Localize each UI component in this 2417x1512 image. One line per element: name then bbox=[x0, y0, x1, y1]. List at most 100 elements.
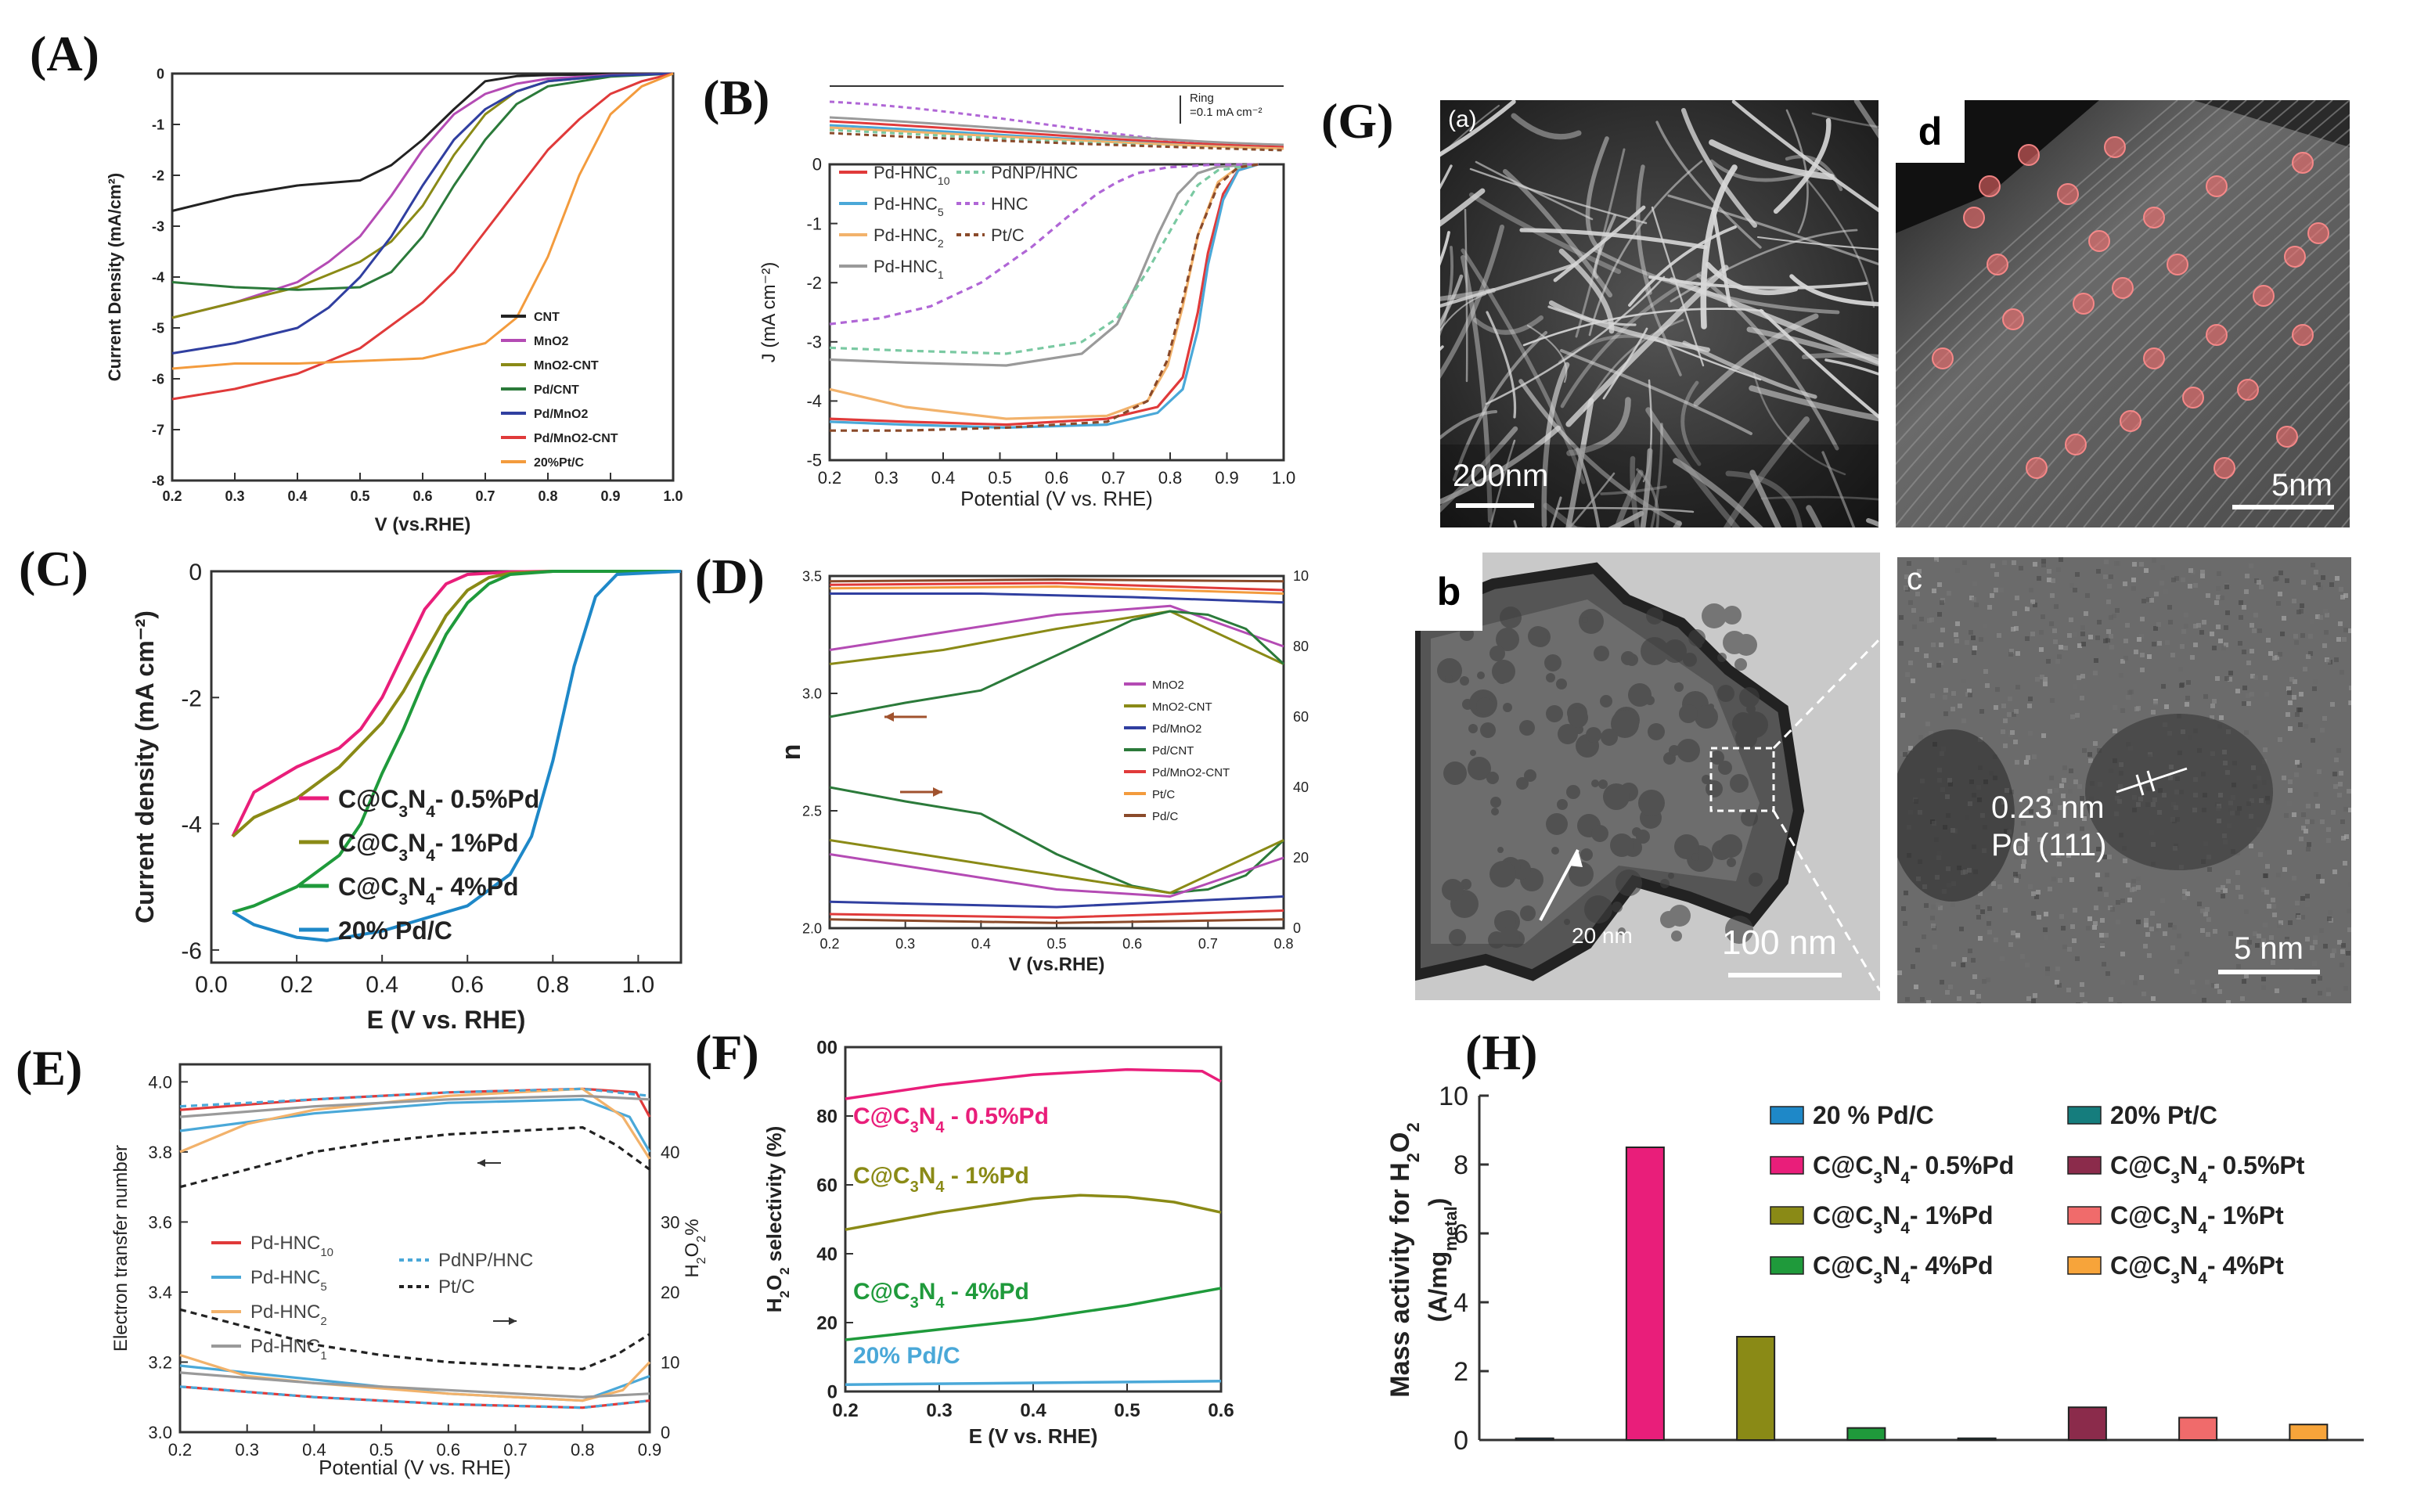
hrtem-noise bbox=[2061, 926, 2066, 931]
hrtem-noise bbox=[2028, 884, 2033, 889]
hrtem-noise bbox=[2102, 855, 2107, 859]
series-line-Pd-HNC1 bbox=[829, 163, 1259, 367]
fiber bbox=[1680, 107, 1758, 229]
x-tick-label: 0.8 bbox=[1273, 936, 1293, 952]
hrtem-noise bbox=[2326, 827, 2331, 832]
hrtem-noise bbox=[2206, 593, 2210, 598]
hrtem-noise bbox=[2340, 670, 2344, 675]
x-tick-label: 0.3 bbox=[225, 488, 244, 504]
y-tick-label: 0 bbox=[1453, 1426, 1468, 1456]
hrtem-noise bbox=[2080, 632, 2085, 636]
hrtem-noise bbox=[1969, 630, 1973, 635]
tem-grain bbox=[1718, 761, 1732, 775]
fiber bbox=[1452, 330, 1548, 482]
hrtem-noise bbox=[2080, 625, 2085, 630]
pd-atom-marker bbox=[2073, 293, 2095, 315]
hrtem-noise bbox=[2240, 996, 2245, 1001]
hrtem-noise bbox=[2242, 650, 2246, 654]
fiber bbox=[1693, 313, 1819, 407]
hrtem-noise bbox=[2272, 656, 2277, 661]
hrtem-noise bbox=[2238, 641, 2242, 646]
hrtem-noise bbox=[1987, 906, 1992, 911]
hrtem-noise bbox=[2014, 855, 2019, 859]
tem-grain bbox=[1674, 682, 1684, 692]
hrtem-noise bbox=[2027, 704, 2032, 708]
series-line-C@C3N4 - 1%Pd bbox=[845, 1193, 1222, 1231]
hrtem-noise bbox=[2067, 633, 2072, 638]
hrtem-noise bbox=[2333, 784, 2338, 789]
x-tick-label: 1.0 bbox=[1272, 468, 1296, 488]
hrtem-noise bbox=[1937, 612, 1942, 617]
hrtem-noise bbox=[2285, 937, 2289, 941]
tem-grain bbox=[1519, 720, 1535, 736]
hrtem-noise bbox=[1943, 711, 1948, 716]
hrtem-noise bbox=[2202, 998, 2206, 1003]
hrtem-noise bbox=[2094, 658, 2098, 663]
legend-label: CNT bbox=[534, 311, 560, 324]
hrtem-noise bbox=[1915, 592, 1920, 596]
hrtem-noise bbox=[2311, 738, 2315, 743]
hrtem-noise bbox=[2011, 931, 2015, 935]
y-tick-label: 3.8 bbox=[148, 1143, 172, 1162]
tem-grain bbox=[1520, 905, 1536, 921]
hrtem-noise bbox=[2325, 613, 2329, 617]
hrtem-noise bbox=[2244, 974, 2249, 978]
hrtem-noise bbox=[1927, 663, 1932, 668]
series-label: 20% Pd/C bbox=[853, 1343, 960, 1369]
hrtem-noise bbox=[2269, 935, 2274, 940]
hrtem-noise bbox=[2253, 613, 2258, 617]
hrtem-noise bbox=[2310, 945, 2314, 950]
series-line-PdNP/HNC H2O2 bbox=[179, 1385, 650, 1409]
hrtem-noise bbox=[2332, 869, 2337, 874]
fiber bbox=[1575, 148, 1626, 338]
hrtem-noise bbox=[1940, 600, 1944, 605]
hrtem-noise bbox=[1986, 916, 1990, 920]
scale-label-100nm: 100 nm bbox=[1722, 923, 1837, 962]
hrtem-noise bbox=[2332, 949, 2336, 953]
legend-label: 20 % Pd/C bbox=[1813, 1101, 1934, 1129]
x-tick-label: 0.3 bbox=[895, 936, 915, 952]
hrtem-noise bbox=[1901, 697, 1906, 702]
hrtem-noise bbox=[2100, 941, 2105, 946]
hrtem-noise bbox=[2115, 608, 2120, 613]
hrtem-noise bbox=[1915, 647, 1919, 652]
hrtem-noise bbox=[2287, 690, 2292, 695]
hrtem-noise bbox=[1976, 915, 1981, 920]
lattice-fringe bbox=[1896, 100, 2178, 355]
hrtem-noise bbox=[2318, 615, 2323, 620]
hrtem-noise bbox=[2143, 944, 2148, 949]
lattice-fringe bbox=[1896, 100, 2195, 373]
hrtem-noise bbox=[2044, 935, 2048, 940]
ring-scale-value: =0.1 mA cm⁻² bbox=[1190, 106, 1263, 119]
hrtem-noise bbox=[2217, 571, 2221, 576]
hrtem-noise bbox=[2039, 630, 2044, 635]
hrtem-noise bbox=[2214, 984, 2219, 988]
lattice-fringe bbox=[2255, 417, 2350, 527]
pd-atom-marker bbox=[2104, 136, 2126, 158]
hrtem-noise bbox=[1951, 691, 1956, 696]
hrtem-noise bbox=[2136, 920, 2141, 924]
hrtem-noise bbox=[2284, 813, 2289, 818]
hrtem-noise bbox=[2340, 595, 2345, 599]
hrtem-noise bbox=[2280, 632, 2285, 636]
hrtem-noise bbox=[2048, 801, 2053, 806]
hrtem-noise bbox=[2319, 928, 2324, 933]
hrtem-noise bbox=[2321, 575, 2325, 580]
y2-tick-label: 60 bbox=[1293, 709, 1309, 725]
hrtem-noise bbox=[2172, 925, 2177, 930]
pd-atom-marker bbox=[2026, 457, 2048, 479]
hrtem-noise bbox=[2011, 627, 2015, 632]
hrtem-noise bbox=[2250, 692, 2254, 697]
hrtem-noise bbox=[2177, 934, 2181, 938]
hrtem-noise bbox=[2095, 856, 2099, 861]
hrtem-noise bbox=[2239, 615, 2243, 620]
hrtem-noise bbox=[2040, 675, 2044, 679]
tem-grain bbox=[1516, 777, 1529, 790]
hrtem-noise bbox=[2202, 620, 2206, 625]
hrtem-noise bbox=[1900, 713, 1905, 718]
hrtem-noise bbox=[2216, 887, 2221, 892]
hrtem-noise bbox=[2059, 914, 2064, 919]
hrtem-noise bbox=[2235, 870, 2240, 875]
hrtem-noise bbox=[2224, 643, 2228, 647]
sem-fibers-image bbox=[1440, 100, 1878, 527]
